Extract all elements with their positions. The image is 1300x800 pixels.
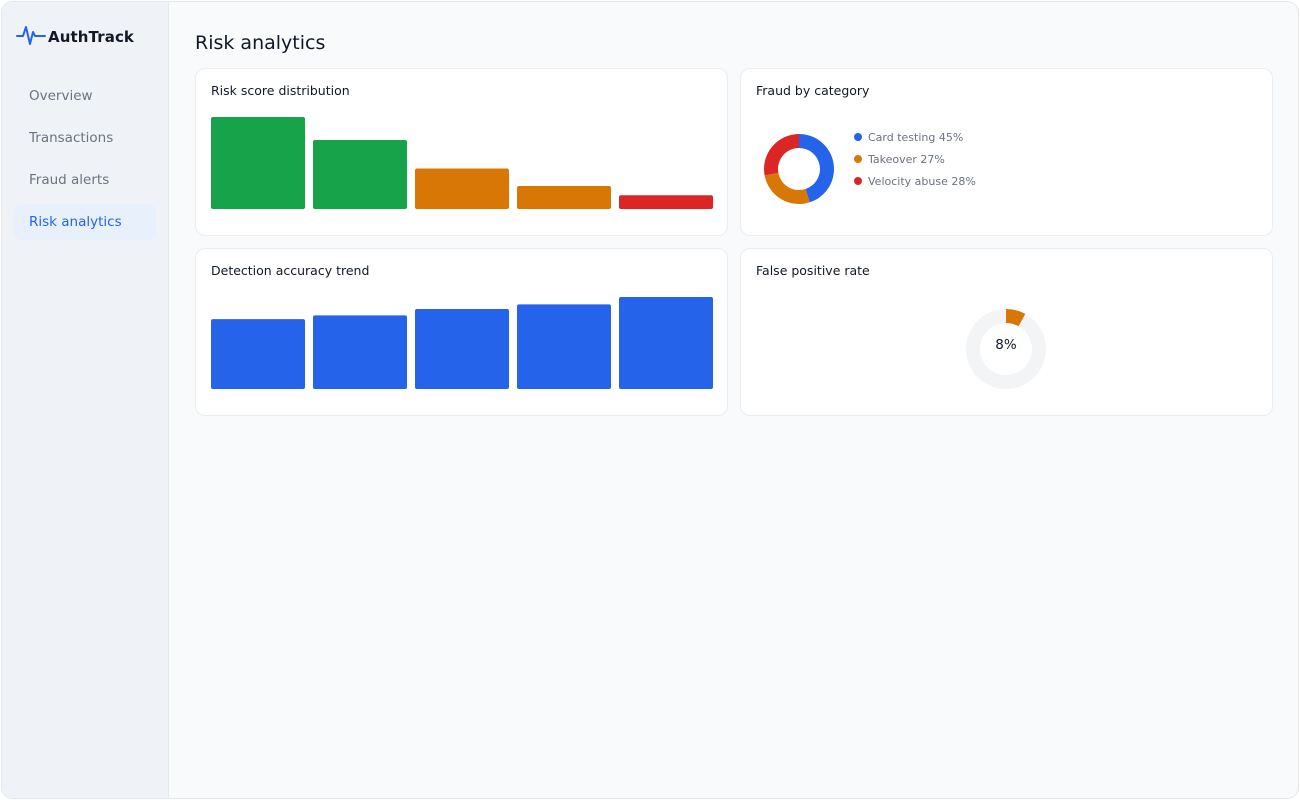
legend-label: Takeover 27%	[868, 152, 945, 166]
sidebar-nav: Overview Transactions Fraud alerts Risk …	[14, 78, 156, 240]
app-name: AuthTrack	[48, 28, 135, 46]
card-title: False positive rate	[756, 263, 870, 278]
card-title: Risk score distribution	[211, 83, 350, 98]
legend-swatch	[854, 177, 862, 185]
sidebar-item-transactions[interactable]: Transactions	[29, 130, 114, 146]
donut-slice	[764, 172, 810, 204]
sidebar-item-overview[interactable]: Overview	[29, 88, 93, 104]
bar	[619, 195, 713, 209]
legend-item: Card testing 45%	[854, 126, 976, 148]
legend-label: Velocity abuse 28%	[868, 174, 976, 188]
bar	[517, 304, 611, 389]
fraud-category-legend: Card testing 45% Takeover 27% Velocity a…	[854, 126, 976, 192]
gauge-value-label: 8%	[995, 337, 1017, 353]
detection-trend-chart	[211, 297, 713, 389]
bar	[415, 168, 509, 209]
brand[interactable]: AuthTrack	[14, 20, 156, 54]
false-positive-gauge	[966, 309, 1046, 389]
bar	[313, 315, 407, 389]
main-content: Risk analytics Risk score distribution F…	[169, 2, 1298, 798]
sidebar: AuthTrack Overview Transactions Fraud al…	[2, 2, 169, 798]
legend-item: Takeover 27%	[854, 148, 976, 170]
dashboard-grid: Risk score distribution Fraud by categor…	[195, 68, 1273, 416]
fraud-category-donut	[764, 134, 834, 204]
pulse-icon	[16, 23, 46, 51]
sidebar-item-fraud-alerts[interactable]: Fraud alerts	[29, 172, 110, 188]
bar	[211, 117, 305, 209]
card-title: Fraud by category	[756, 83, 870, 98]
bar	[211, 319, 305, 389]
risk-score-card: Risk score distribution	[195, 68, 728, 236]
sidebar-item-risk-analytics[interactable]: Risk analytics	[14, 204, 156, 240]
page-title: Risk analytics	[195, 32, 326, 54]
legend-swatch	[854, 155, 862, 163]
legend-swatch	[854, 133, 862, 141]
fraud-category-card: Fraud by category Card testing 45% Takeo…	[740, 68, 1273, 236]
donut-slice	[799, 134, 834, 203]
donut-slice	[764, 134, 799, 176]
bar	[619, 297, 713, 389]
false-positive-card: False positive rate 8%	[740, 248, 1273, 416]
card-title: Detection accuracy trend	[211, 263, 370, 278]
detection-trend-card: Detection accuracy trend	[195, 248, 728, 416]
bar	[313, 140, 407, 209]
legend-item: Velocity abuse 28%	[854, 170, 976, 192]
bar	[517, 186, 611, 209]
legend-label: Card testing 45%	[868, 130, 964, 144]
bar	[415, 308, 509, 389]
gauge-arc	[1005, 309, 1026, 327]
risk-score-chart	[211, 117, 713, 209]
